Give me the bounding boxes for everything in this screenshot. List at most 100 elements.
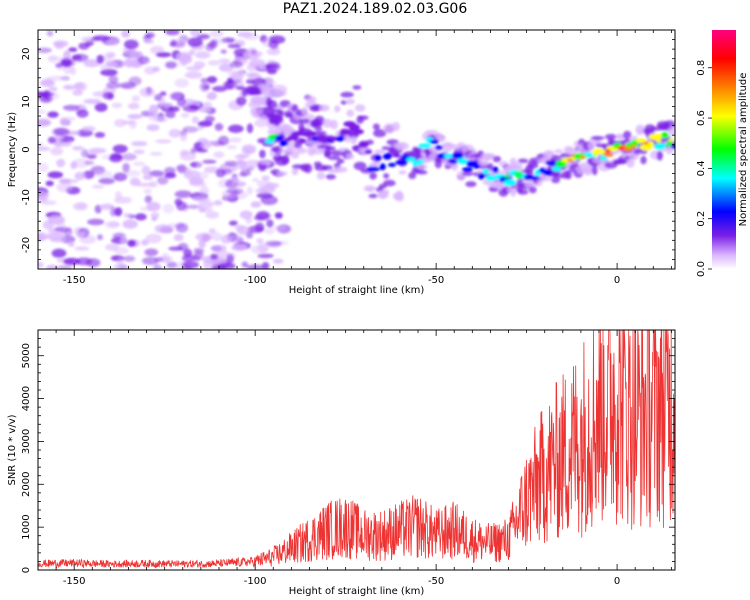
spectrogram-blob [372, 123, 380, 130]
colorbar-tick-label: 0.6 [696, 110, 707, 126]
spectrogram-blob [72, 89, 83, 96]
spectrogram-blob [218, 63, 234, 72]
spectrogram-blob [250, 201, 262, 208]
spectrogram-blob [198, 239, 206, 249]
spectrogram-blob [264, 228, 275, 235]
spectrogram-blob [325, 174, 336, 180]
spectrogram-blob [132, 161, 146, 166]
spectrogram-blob [60, 235, 76, 244]
spectrogram-blob [265, 63, 278, 70]
spectrogram-blob [272, 89, 287, 97]
spectrogram-x-tick-label: 0 [614, 275, 620, 286]
spectrogram-blob [153, 264, 162, 269]
spectrogram-blob [188, 127, 196, 133]
spectrogram-blob [326, 146, 336, 151]
spectrogram-blob [94, 170, 112, 178]
snr-x-tick-label: -150 [63, 576, 86, 587]
spectrogram-blob [398, 170, 407, 175]
spectrogram-blob [635, 124, 646, 133]
spectrogram-blob [38, 196, 48, 202]
spectrogram-peak [661, 132, 669, 139]
spectrogram-blob [273, 225, 285, 231]
spectrogram-blob [75, 257, 93, 266]
spectrogram-blob [318, 104, 330, 112]
spectrogram-blob [290, 150, 300, 159]
spectrogram-blob [71, 54, 82, 60]
spectrogram-blob [184, 71, 203, 79]
spectrogram-blob [38, 262, 44, 268]
spectrogram-blob [215, 168, 226, 178]
spectrogram-blob [206, 76, 218, 84]
spectrogram-blob [168, 92, 183, 101]
spectrogram-blob [38, 233, 46, 242]
spectrogram-blob [148, 170, 165, 177]
spectrogram-blob [148, 181, 158, 188]
spectrogram-blob [667, 126, 675, 136]
spectrogram-blob [213, 151, 225, 159]
spectrogram-blob [70, 66, 77, 76]
spectrogram-blob [120, 236, 128, 245]
spectrogram-blob [206, 91, 218, 100]
spectrogram-blob [527, 164, 539, 169]
spectrogram-blob [145, 233, 162, 244]
spectrogram-blob [202, 101, 212, 109]
colorbar-tick-label: 0.8 [696, 60, 707, 76]
spectrogram-blob [368, 193, 378, 199]
spectrogram-blob [266, 219, 274, 228]
spectrogram-blob [114, 207, 123, 217]
spectrogram-blob [175, 223, 189, 233]
spectrogram-blob [224, 160, 240, 167]
spectrogram-blob [144, 66, 156, 75]
spectrogram-blob [53, 127, 70, 136]
spectrogram-blob [366, 187, 374, 192]
spectrogram-peak [603, 152, 614, 157]
spectrogram-blob [243, 32, 260, 41]
spectrogram-y-tick-label: -10 [21, 189, 32, 205]
spectrogram-blob [108, 75, 119, 84]
spectrogram-blob [352, 85, 362, 90]
spectrogram-blob [103, 52, 112, 63]
spectrogram-blob [383, 173, 390, 179]
spectrogram-peak [482, 169, 490, 175]
spectrogram-blob [214, 123, 224, 131]
spectrogram-blob [259, 160, 272, 165]
spectrogram-blob [113, 246, 129, 255]
spectrogram-x-tick-label: -150 [63, 275, 86, 286]
spectrogram-blob [136, 182, 153, 187]
spectrogram-blob [161, 252, 170, 261]
spectrogram-blob [346, 153, 354, 160]
spectrogram-blob [340, 100, 347, 105]
spectrogram-blob [230, 71, 244, 81]
snr-x-axis-label: Height of straight line (km) [289, 586, 425, 597]
spectrogram-blob [196, 34, 211, 40]
spectrogram-blob [60, 179, 79, 184]
spectrogram-blob [177, 164, 187, 174]
spectrogram-blob [144, 248, 159, 257]
snr-y-tick-label: 0 [21, 567, 32, 573]
spectrogram-blob [254, 222, 265, 233]
spectrogram-blob [131, 95, 141, 103]
spectrogram-peak [307, 131, 317, 137]
spectrogram-blob [517, 189, 529, 195]
spectrogram-blob [155, 139, 172, 144]
spectrogram-blob [266, 48, 281, 56]
spectrogram-blob [73, 82, 85, 90]
spectrogram-hotspot [630, 145, 637, 149]
spectrogram-blob [92, 184, 105, 189]
spectrogram-blob [327, 156, 341, 160]
colorbar-tick-label: 0.0 [696, 261, 707, 277]
spectrogram-blob [129, 177, 141, 186]
spectrogram-blob [246, 47, 258, 55]
spectrogram-blob [63, 116, 76, 122]
spectrogram-peak [527, 175, 540, 180]
spectrogram-blob [143, 39, 154, 44]
spectrogram-hotspot [516, 175, 523, 179]
spectrogram-frame [37, 29, 676, 270]
spectrogram-y-tick-label: 0 [21, 146, 32, 152]
spectrogram-blob [100, 203, 114, 210]
snr-y-tick-label: 2000 [21, 472, 32, 497]
spectrogram-blob [166, 261, 177, 269]
spectrogram-blob [248, 101, 262, 109]
spectrogram-hotspot [655, 139, 662, 143]
